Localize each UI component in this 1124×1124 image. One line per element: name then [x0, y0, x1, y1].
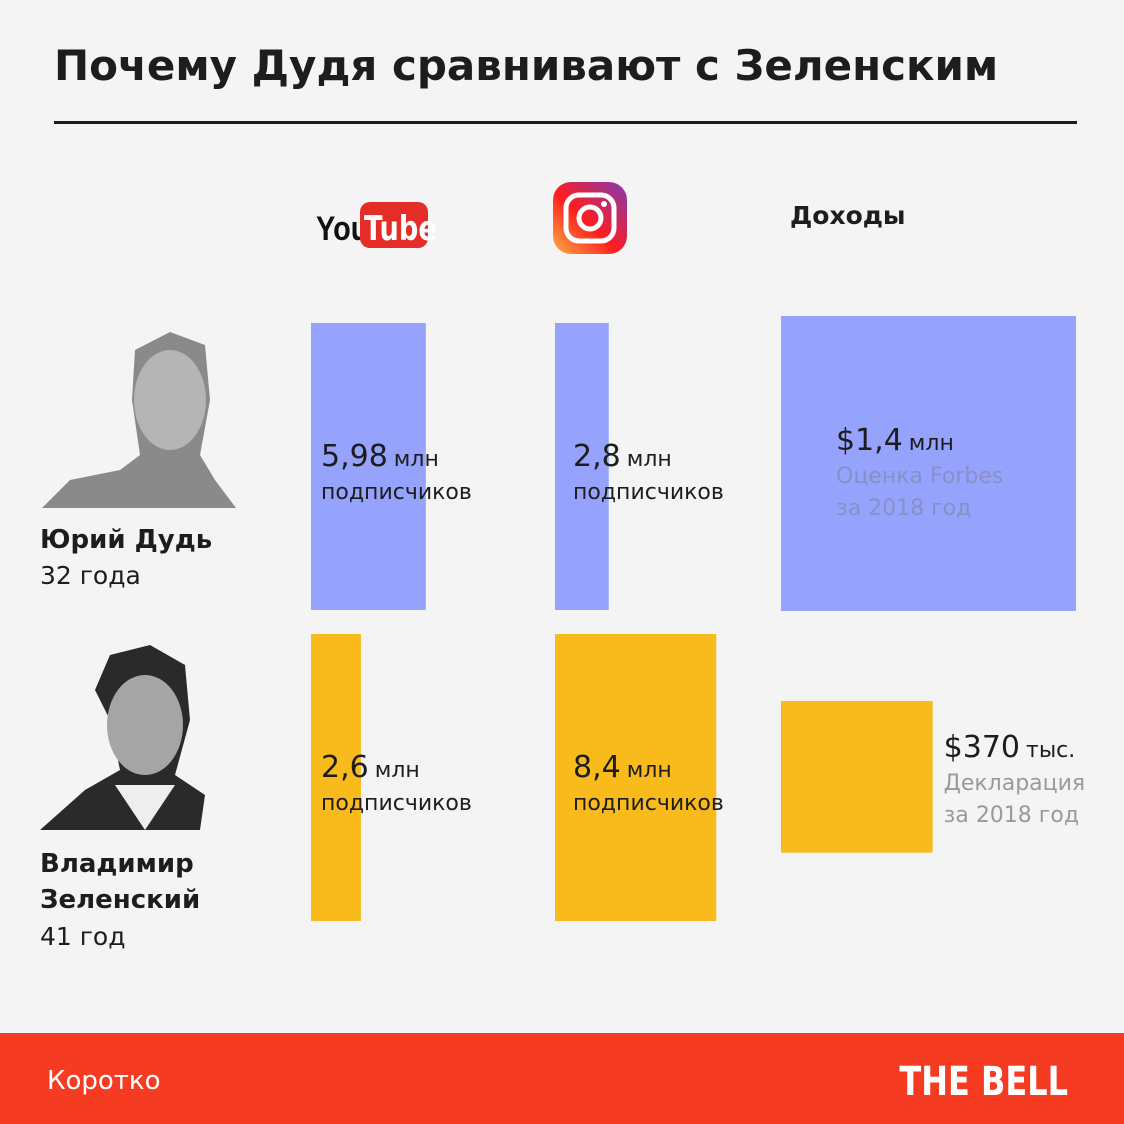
value-label: $1,4: [836, 423, 903, 458]
logo-text: You: [316, 209, 368, 248]
note-label: подписчиков: [321, 480, 472, 505]
instagram-logo: [553, 182, 627, 254]
value-label: 5,98: [321, 439, 388, 474]
income-header: Доходы: [790, 201, 906, 230]
face: [134, 350, 206, 450]
unit-label: млн: [627, 447, 672, 472]
unit-label: млн: [627, 758, 672, 783]
person-name: Юрий Дудь: [40, 525, 212, 555]
face: [107, 675, 183, 775]
footer-left: Коротко: [47, 1066, 161, 1096]
person-age: 41 год: [40, 922, 125, 951]
income-square: [781, 316, 1076, 611]
value-label: 2,6: [321, 750, 369, 785]
value-label: $370: [944, 730, 1020, 765]
unit-label: млн: [394, 447, 439, 472]
title: Почему Дудя сравнивают с Зеленским: [54, 41, 998, 90]
unit-label: тыс.: [1026, 738, 1075, 763]
photo-dud: [42, 332, 236, 508]
logo-text: Tube: [364, 209, 437, 249]
person-name: Зеленский: [40, 885, 200, 915]
note-label: подписчиков: [573, 791, 724, 816]
shirt: [115, 785, 175, 830]
logo-box: [360, 202, 428, 248]
note-label: подписчиков: [321, 791, 472, 816]
note-label: подписчиков: [573, 480, 724, 505]
icon-lens: [576, 204, 604, 232]
note-label: Декларация: [944, 771, 1086, 796]
value-label: 2,8: [573, 439, 621, 474]
footer-brand: THE BELL: [899, 1057, 1068, 1104]
person-age: 32 года: [40, 561, 141, 590]
note-label: за 2018 год: [944, 803, 1079, 828]
unit-label: млн: [375, 758, 420, 783]
youtube-bar: [311, 323, 426, 610]
youtube-bar: [311, 634, 361, 921]
photo-zelensky: [40, 645, 205, 830]
footer-bar: [0, 1033, 1124, 1124]
note-label: Оценка Forbes: [836, 464, 1003, 489]
instagram-bar: [555, 323, 609, 610]
youtube-logo: You Tube: [316, 202, 437, 249]
person-name: Владимир: [40, 849, 194, 879]
income-square: [781, 701, 933, 853]
unit-label: млн: [909, 431, 954, 456]
icon-dot: [601, 201, 607, 207]
note-label: за 2018 год: [836, 496, 971, 521]
value-label: 8,4: [573, 750, 621, 785]
instagram-bar: [555, 634, 717, 921]
title-rule: [54, 121, 1077, 124]
icon-frame: [563, 192, 617, 244]
